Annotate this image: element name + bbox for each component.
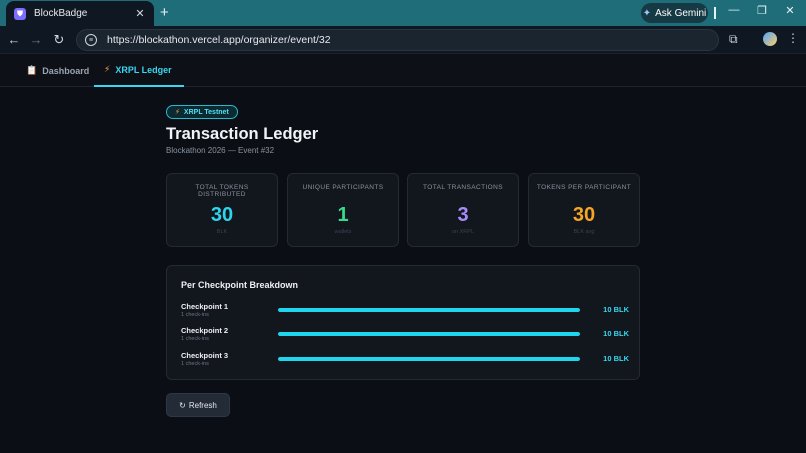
progress-fill — [278, 332, 580, 336]
divider — [714, 7, 716, 19]
address-bar[interactable]: ≡ https://blockathon.vercel.app/organize… — [76, 29, 719, 51]
stat-value: 1 — [337, 204, 349, 226]
page-subtitle: Blockathon 2026 — Event #32 — [166, 146, 275, 155]
stat-value: 3 — [457, 204, 469, 226]
stat-sub: BLK — [216, 229, 228, 235]
progress-fill — [278, 357, 580, 361]
stat-value: 30 — [210, 204, 234, 226]
sparkle-icon: ✦ — [642, 7, 652, 19]
back-arrow-icon[interactable]: ← — [7, 32, 21, 47]
tab-close-icon[interactable]: ✕ — [135, 8, 145, 20]
site-info-icon[interactable]: ≡ — [85, 34, 97, 46]
stat-card-unique-participants: UNIQUE PARTICIPANTS 1 wallets — [287, 173, 399, 247]
checkpoint-name: Checkpoint 3 — [181, 351, 229, 360]
url-text[interactable]: https://blockathon.vercel.app/organizer/… — [107, 34, 331, 46]
restore-button[interactable]: ❐ — [757, 5, 767, 17]
stat-sub: wallets — [334, 229, 352, 235]
page-title: Transaction Ledger — [166, 125, 319, 143]
minimize-button[interactable]: — — [728, 4, 740, 16]
tab-xrpl-ledger-label: XRPL Ledger — [115, 64, 172, 75]
checkpoint-checkins: 1 check-ins — [181, 361, 209, 367]
forward-arrow-icon[interactable]: → — [29, 32, 43, 47]
checkpoint-row: Checkpoint 3 1 check-ins 10 BLK — [181, 351, 629, 369]
progress-fill — [278, 308, 580, 312]
progress-track — [278, 357, 580, 361]
profile-avatar[interactable] — [763, 32, 777, 46]
refresh-button[interactable]: ↻ Refresh — [166, 393, 230, 417]
checkpoint-checkins: 1 check-ins — [181, 312, 209, 318]
progress-track — [278, 308, 580, 312]
progress-track — [278, 332, 580, 336]
stat-card-tokens-per-participant: TOKENS PER PARTICIPANT 30 BLK avg — [528, 173, 640, 247]
kebab-menu-icon[interactable]: ⋮ — [787, 31, 799, 45]
refresh-icon: ↻ — [179, 400, 186, 410]
refresh-label: Refresh — [188, 400, 217, 410]
stat-sub: on XRPL — [451, 229, 474, 235]
checkpoint-row: Checkpoint 2 1 check-ins 10 BLK — [181, 326, 629, 344]
stat-label: TOTAL TOKENS DISTRIBUTED — [195, 184, 249, 198]
checkpoint-name: Checkpoint 2 — [181, 326, 229, 335]
window-close-button[interactable]: ✕ — [785, 5, 795, 17]
checkpoint-amount: 10 BLK — [603, 354, 629, 363]
tab-xrpl-ledger[interactable]: ⚡ XRPL Ledger — [94, 54, 184, 87]
network-badge: ⚡ XRPL Testnet — [166, 105, 238, 119]
stat-value: 30 — [572, 204, 596, 226]
shield-icon: ⛊ — [14, 7, 26, 20]
clipboard-icon: 📋 — [26, 65, 38, 75]
tab-dashboard[interactable]: 📋 Dashboard — [26, 54, 89, 87]
checkpoint-breakdown-card: Per Checkpoint Breakdown Checkpoint 1 1 … — [166, 265, 640, 380]
lightning-icon: ⚡ — [175, 109, 180, 116]
ask-gemini-button[interactable]: ✦ Ask Gemini — [641, 3, 708, 23]
stat-card-total-transactions: TOTAL TRANSACTIONS 3 on XRPL — [407, 173, 519, 247]
reload-icon[interactable]: ↻ — [53, 32, 65, 47]
browser-toolbar: ← → ↻ ≡ https://blockathon.vercel.app/or… — [0, 26, 806, 54]
checkpoint-amount: 10 BLK — [603, 305, 629, 314]
tab-dashboard-label: Dashboard — [42, 65, 90, 76]
new-tab-button[interactable]: + — [160, 4, 169, 21]
checkpoint-row: Checkpoint 1 1 check-ins 10 BLK — [181, 302, 629, 320]
browser-tab[interactable]: ⛊ BlockBadge ✕ — [6, 1, 154, 26]
app-nav: 📋 Dashboard ⚡ XRPL Ledger — [0, 54, 806, 87]
lightning-icon: ⚡ — [104, 64, 111, 74]
stat-label: TOKENS PER PARTICIPANT — [536, 184, 632, 191]
checkpoint-checkins: 1 check-ins — [181, 336, 209, 342]
tab-title: BlockBadge — [34, 8, 88, 19]
stat-label: UNIQUE PARTICIPANTS — [302, 184, 384, 191]
browser-titlebar: ⛊ BlockBadge ✕ + ✦ Ask Gemini — ❐ ✕ — [0, 0, 806, 26]
extensions-icon[interactable]: ⧉ — [729, 32, 738, 46]
checkpoint-name: Checkpoint 1 — [181, 302, 229, 311]
stat-label: TOTAL TRANSACTIONS — [423, 184, 503, 191]
network-badge-label: XRPL Testnet — [183, 108, 229, 116]
ask-gemini-label: Ask Gemini — [655, 7, 707, 19]
checkpoint-amount: 10 BLK — [603, 329, 629, 338]
card-title: Per Checkpoint Breakdown — [181, 280, 299, 290]
stat-sub: BLK avg — [573, 229, 595, 235]
stat-card-total-tokens: TOTAL TOKENS DISTRIBUTED 30 BLK — [166, 173, 278, 247]
